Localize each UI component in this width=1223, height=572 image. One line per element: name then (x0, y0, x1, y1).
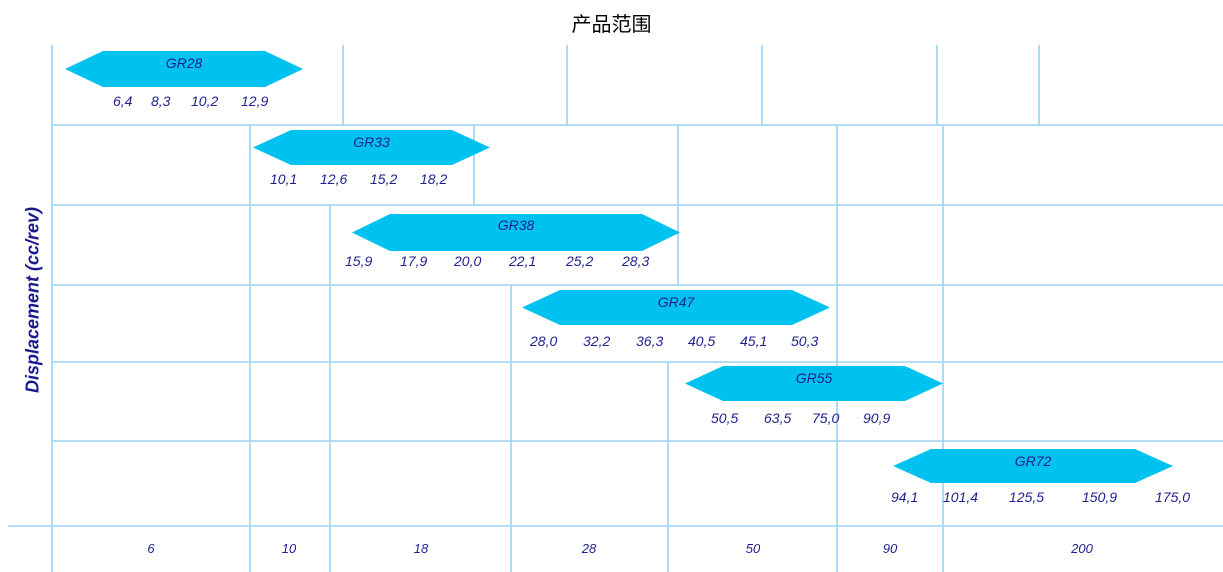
product-bands: GR28 6,4 8,3 10,2 12,9 GR33 10,1 12,6 15,2 18,2 GR… (65, 51, 1190, 505)
x-tick-labels: 6 10 18 28 50 90 200 (147, 541, 1093, 556)
band-label-gr72: GR72 (1015, 453, 1052, 469)
band-label-gr33: GR33 (353, 134, 390, 150)
band-label-gr38: GR38 (498, 217, 535, 233)
data-label: 90,9 (863, 410, 890, 426)
band-gr38 (352, 214, 680, 251)
band-gr33 (253, 130, 490, 165)
data-label: 6,4 (113, 93, 133, 109)
data-label: 36,3 (636, 333, 663, 349)
band-label-gr47: GR47 (658, 294, 696, 310)
data-label: 175,0 (1155, 489, 1190, 505)
data-label: 101,4 (943, 489, 978, 505)
data-label: 12,9 (241, 93, 268, 109)
data-label: 50,3 (791, 333, 818, 349)
data-label: 40,5 (688, 333, 715, 349)
data-label: 8,3 (151, 93, 171, 109)
data-label: 28,0 (529, 333, 557, 349)
x-tick-label: 6 (147, 541, 155, 556)
band-gr47 (522, 290, 830, 325)
data-label: 45,1 (740, 333, 767, 349)
x-tick-label: 200 (1070, 541, 1093, 556)
band-gr55 (685, 366, 943, 401)
data-label: 63,5 (764, 410, 791, 426)
data-label: 150,9 (1082, 489, 1117, 505)
x-tick-label: 90 (883, 541, 898, 556)
data-label: 32,2 (583, 333, 610, 349)
data-label: 18,2 (420, 171, 447, 187)
data-label: 15,9 (345, 253, 372, 269)
data-label: 17,9 (400, 253, 427, 269)
band-label-gr55: GR55 (796, 370, 833, 386)
grid-lines (8, 45, 1223, 572)
data-label: 15,2 (370, 171, 397, 187)
data-label: 12,6 (320, 171, 347, 187)
chart-title: 产品范围 (571, 12, 652, 36)
data-label: 10,1 (270, 171, 297, 187)
band-label-gr28: GR28 (166, 55, 203, 71)
band-gr72 (893, 449, 1173, 483)
x-tick-label: 10 (282, 541, 297, 556)
x-tick-label: 50 (746, 541, 761, 556)
data-label: 22,1 (508, 253, 536, 269)
band-gr28 (65, 51, 303, 87)
data-label: 25,2 (565, 253, 593, 269)
data-label: 28,3 (621, 253, 649, 269)
data-label: 75,0 (812, 410, 839, 426)
data-label: 10,2 (191, 93, 218, 109)
data-label: 94,1 (891, 489, 918, 505)
data-label: 125,5 (1009, 489, 1044, 505)
data-label: 50,5 (711, 410, 738, 426)
x-tick-label: 18 (414, 541, 429, 556)
x-tick-label: 28 (581, 541, 597, 556)
data-label: 20,0 (453, 253, 481, 269)
